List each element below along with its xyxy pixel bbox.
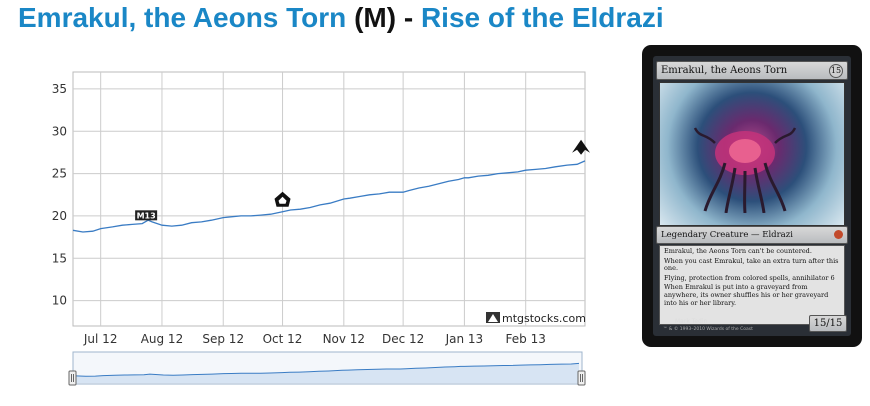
watermark-text: mtgstocks.com xyxy=(502,312,586,325)
chart-grid xyxy=(72,71,586,327)
navigator-handle-right[interactable] xyxy=(577,370,586,386)
x-tick-label: Nov 12 xyxy=(323,332,366,346)
y-tick-label: 20 xyxy=(52,209,67,223)
price-series-line xyxy=(72,160,586,233)
x-axis: Jul 12 Aug 12 Sep 12 Oct 12 Nov 12 Dec 12 Jan … xyxy=(83,332,546,346)
x-tick-label: Oct 12 xyxy=(263,332,303,346)
card-name-link[interactable]: Emrakul, the Aeons Torn xyxy=(18,2,347,33)
y-axis: 10 15 20 25 30 35 xyxy=(52,82,67,308)
x-tick-label: Sep 12 xyxy=(202,332,244,346)
navigator-handle-left[interactable] xyxy=(68,370,77,386)
set-marker-gtc-icon[interactable] xyxy=(572,139,591,155)
y-tick-label: 30 xyxy=(52,124,67,138)
set-release-markers: M13 xyxy=(135,139,591,221)
card-copyright: ™ & © 1993–2010 Wizards of the Coast xyxy=(663,327,753,332)
eldrazi-art-icon xyxy=(693,127,797,213)
set-marker-rtr-icon[interactable] xyxy=(274,191,291,207)
card-artist: Mark Tedin xyxy=(675,318,708,325)
power-toughness: 15/15 xyxy=(809,315,847,332)
rules-line: Flying, protection from colored spells, … xyxy=(664,273,835,282)
price-chart: 10 15 20 25 30 35 Jul 12 Aug 12 Sep 12 Oct 12 Nov… xyxy=(0,60,600,400)
card-type-bar: Legendary Creature — Eldrazi xyxy=(656,226,848,244)
x-tick-label: Aug 12 xyxy=(141,332,184,346)
price-chart-svg: 10 15 20 25 30 35 Jul 12 Aug 12 Sep 12 Oct 12 Nov… xyxy=(52,71,591,386)
page-title: Emrakul, the Aeons Torn (M) - Rise of th… xyxy=(18,2,664,34)
y-tick-label: 25 xyxy=(52,167,67,181)
card-image: Emrakul, the Aeons Torn 15 Legendary Cre… xyxy=(642,45,862,347)
x-tick-label: Feb 13 xyxy=(506,332,546,346)
y-tick-label: 35 xyxy=(52,82,67,96)
set-name-link[interactable]: Rise of the Eldrazi xyxy=(420,2,664,33)
card-art xyxy=(659,82,845,226)
x-tick-label: Jul 12 xyxy=(83,332,118,346)
rarity-label: (M) xyxy=(354,2,397,33)
rules-line: Emrakul, the Aeons Torn can't be counter… xyxy=(664,247,812,255)
mana-cost: 15 xyxy=(829,64,843,78)
x-tick-label: Jan 13 xyxy=(445,332,484,346)
navigator-line xyxy=(75,362,580,377)
card-name-bar: Emrakul, the Aeons Torn 15 xyxy=(656,61,848,80)
card-rules-box: Emrakul, the Aeons Torn can't be counter… xyxy=(659,245,845,325)
x-tick-label: Dec 12 xyxy=(382,332,424,346)
title-separator: - xyxy=(403,2,414,33)
navigator-area xyxy=(76,363,579,383)
set-marker-m13-icon[interactable]: M13 xyxy=(135,210,158,221)
set-symbol-icon xyxy=(834,230,843,239)
y-tick-label: 10 xyxy=(52,294,67,308)
plot-frame xyxy=(72,71,586,327)
card-frame: Emrakul, the Aeons Torn 15 Legendary Cre… xyxy=(653,56,851,336)
rules-line: When Emrakul is put into a graveyard fro… xyxy=(664,283,829,307)
range-navigator[interactable] xyxy=(68,351,586,386)
rules-line: When you cast Emrakul, take an extra tur… xyxy=(664,256,839,273)
card-name-text: Emrakul, the Aeons Torn xyxy=(661,65,788,76)
y-tick-label: 15 xyxy=(52,251,67,265)
card-type-text: Legendary Creature — Eldrazi xyxy=(661,230,793,240)
watermark: mtgstocks.com xyxy=(486,312,586,325)
svg-text:M13: M13 xyxy=(137,211,156,220)
